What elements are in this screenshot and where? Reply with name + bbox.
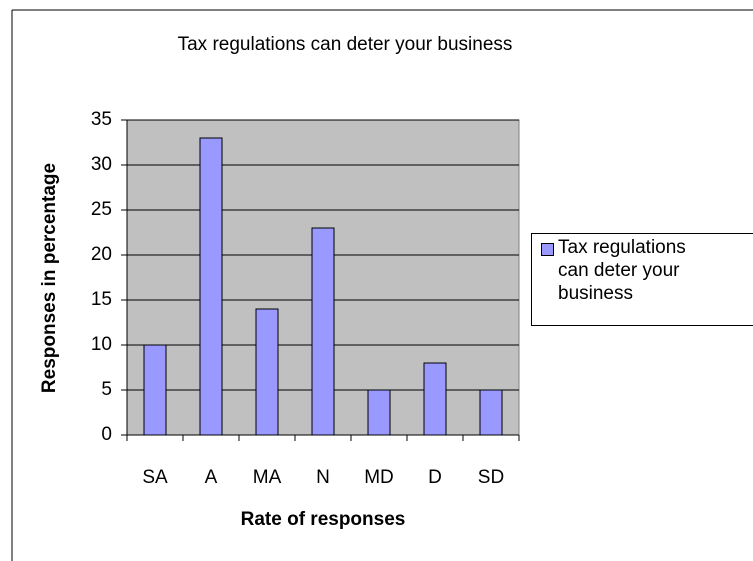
x-tick-label: MD xyxy=(364,467,394,488)
bar xyxy=(143,344,167,436)
bar xyxy=(255,308,279,436)
y-tick-label: 0 xyxy=(101,424,112,445)
bar xyxy=(423,362,447,436)
x-tick-label: SA xyxy=(142,467,168,488)
y-tick-label: 25 xyxy=(91,199,112,220)
bar xyxy=(367,389,391,436)
legend-label: Tax regulations can deter your business xyxy=(558,237,686,304)
x-tick-label: A xyxy=(205,467,218,488)
bar xyxy=(311,227,335,436)
x-tick-label: SD xyxy=(478,467,504,488)
legend-swatch xyxy=(541,243,554,256)
y-tick-label: 10 xyxy=(91,334,112,355)
y-tick-label: 5 xyxy=(101,379,112,400)
legend: Tax regulations can deter your business xyxy=(531,233,753,326)
bar xyxy=(479,389,503,436)
x-tick-label: N xyxy=(316,467,330,488)
y-tick-label: 15 xyxy=(91,289,112,310)
y-axis-label: Responses in percentage xyxy=(39,163,60,393)
x-tick-label: MA xyxy=(253,467,282,488)
y-tick-label: 30 xyxy=(91,154,112,175)
x-axis-label: Rate of responses xyxy=(241,509,406,530)
y-tick-label: 35 xyxy=(91,109,112,130)
chart-title: Tax regulations can deter your business xyxy=(178,34,513,55)
bar xyxy=(199,137,223,436)
x-tick-label: D xyxy=(428,467,442,488)
y-tick-label: 20 xyxy=(91,244,112,265)
